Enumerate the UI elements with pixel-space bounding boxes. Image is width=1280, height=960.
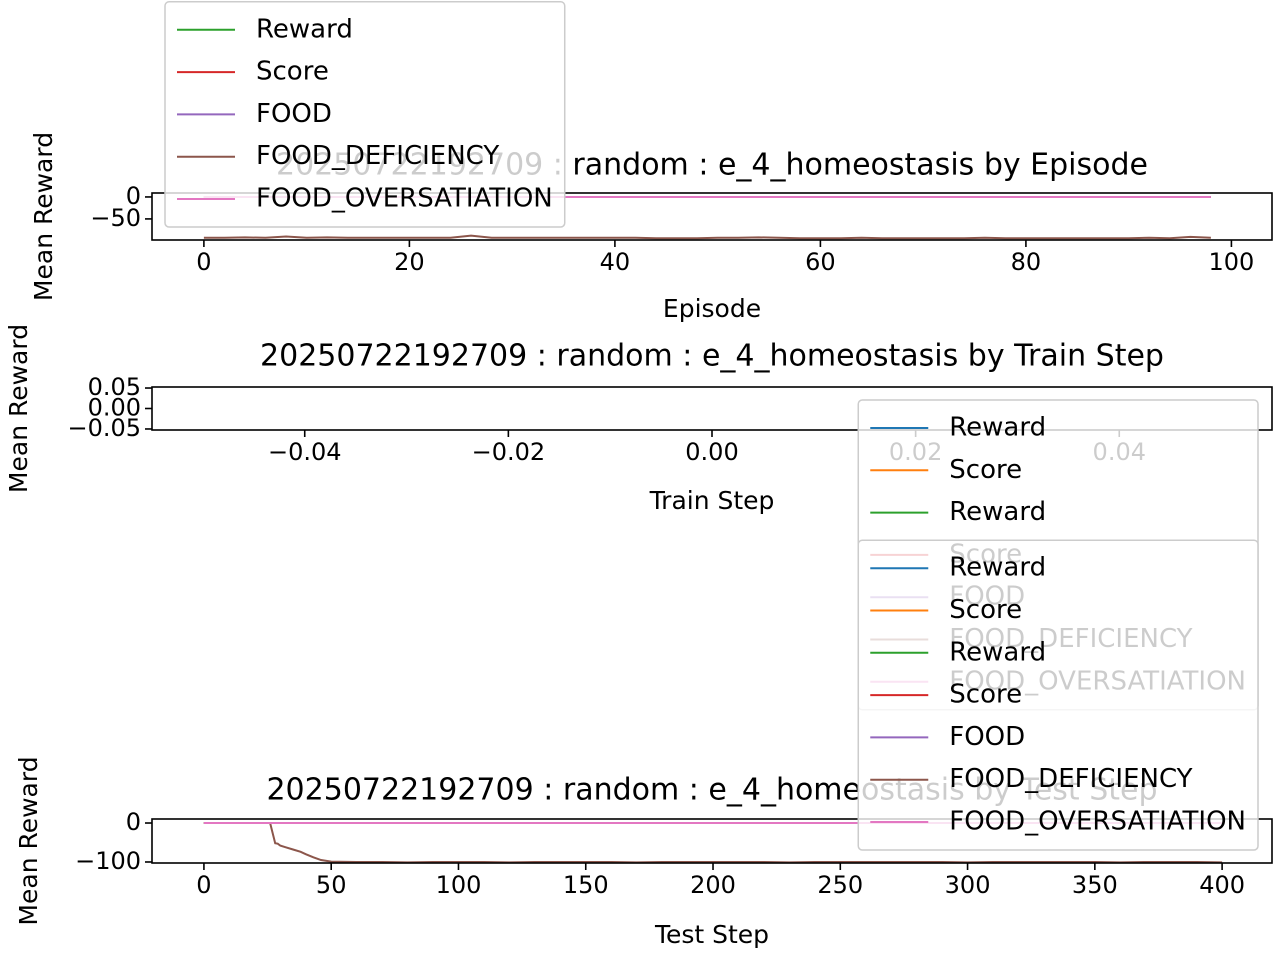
legend-label: Reward (949, 637, 1046, 667)
legend-label: Reward (256, 14, 353, 44)
legend-label: Score (949, 680, 1022, 710)
axes-frame (151, 818, 1273, 864)
chart-title: 20250722192709 : random : e_4_homeostasi… (260, 339, 1164, 374)
legend-label: FOOD_DEFICIENCY (949, 764, 1192, 794)
legend: Reward Score Reward Score FOOD FOOD_DEFICIENC… (857, 539, 1259, 851)
x-tick-label: 0.00 (685, 438, 738, 466)
legend-label: FOOD_DEFICIENCY (256, 141, 499, 171)
y-tick-label: −50 (90, 204, 141, 232)
axes-frame (151, 192, 1273, 241)
y-tick-label: −100 (75, 847, 141, 875)
x-tick-label: 250 (817, 871, 863, 899)
legend-box (857, 539, 1259, 851)
x-tick-label: −0.04 (268, 438, 342, 466)
legend-label: Reward (949, 497, 1046, 527)
legend-label: Score (949, 455, 1022, 485)
legend: Reward Score FOOD FOOD_DEFICIENCY FOOD_OVERS… (164, 1, 566, 228)
x-tick-label: 150 (563, 871, 609, 899)
x-axis-label: Train Step (649, 486, 775, 515)
y-axis-label: Mean Reward (29, 132, 58, 301)
legend-label: Score (949, 595, 1022, 625)
y-tick-label: −0.05 (67, 414, 141, 442)
legend-label: Reward (949, 413, 1046, 443)
x-tick-label: 100 (436, 871, 482, 899)
x-tick-label: 40 (600, 248, 631, 276)
legend-label: FOOD (949, 722, 1025, 752)
y-tick-label: 0.05 (88, 373, 141, 401)
x-tick-label: 80 (1011, 248, 1042, 276)
x-tick-label: 400 (1199, 871, 1245, 899)
y-tick-label: 0 (126, 808, 141, 836)
x-axis-label: Episode (663, 294, 761, 323)
x-tick-label: 20 (394, 248, 425, 276)
x-axis-label: Test Step (654, 920, 769, 949)
y-tick-label: 0 (126, 182, 141, 210)
x-tick-label: 350 (1072, 871, 1118, 899)
x-tick-label: −0.02 (472, 438, 546, 466)
legend-box (164, 1, 566, 228)
legend-label: Reward (949, 553, 1046, 583)
series-line (203, 822, 1223, 863)
x-tick-label: 0 (196, 248, 211, 276)
x-tick-label: 100 (1209, 248, 1255, 276)
x-tick-label: 60 (805, 248, 836, 276)
axes-frame (151, 386, 1273, 431)
legend-label: FOOD (256, 99, 332, 129)
legend-label: FOOD_OVERSATIATION (256, 184, 553, 214)
x-tick-label: 200 (690, 871, 736, 899)
series-line (203, 234, 1211, 240)
y-axis-label: Mean Reward (14, 756, 43, 925)
legend-label: FOOD_OVERSATIATION (949, 807, 1246, 837)
y-axis-label: Mean Reward (4, 324, 33, 493)
x-tick-label: 300 (945, 871, 991, 899)
x-tick-label: 50 (316, 871, 347, 899)
legend-label: Score (256, 57, 329, 87)
x-tick-label: 0 (196, 871, 211, 899)
y-tick-label: 0.00 (88, 394, 141, 422)
